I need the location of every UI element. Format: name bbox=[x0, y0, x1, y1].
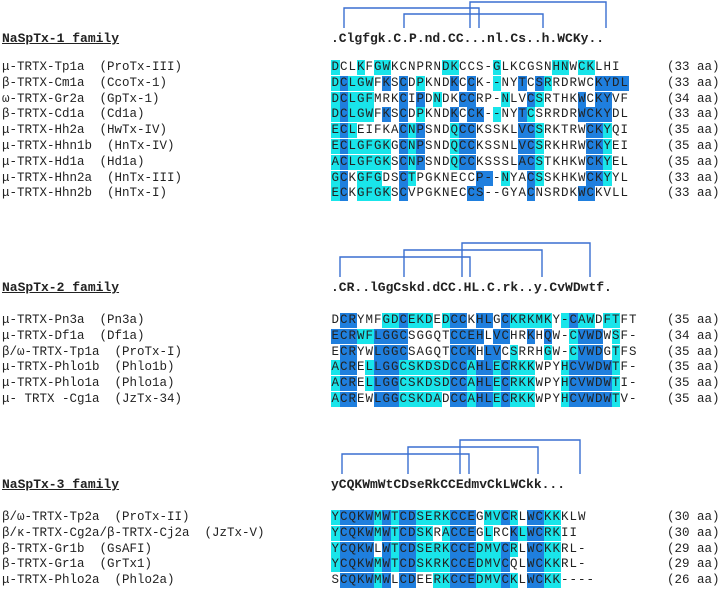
toxin-name: μ-TRTX-Phlo2a (Phlo2a) bbox=[2, 573, 175, 588]
sequence-length: (33 aa) bbox=[667, 107, 720, 122]
aligned-sequence: DCLGWFKSCDPKNDKCCK--NYTCSRRDRWCKYDL bbox=[331, 107, 628, 123]
sequence-length: (34 aa) bbox=[667, 91, 720, 106]
aligned-sequence: ACLGFGKSCNPSNDQCCKSSSLACSTKHKWCKYEL bbox=[331, 154, 628, 170]
toxin-name: μ-TRTX-Hhn2a (HnTx-III) bbox=[2, 170, 183, 185]
aligned-sequence: YCQKWMWTCDSERKCCEGMVCRLWCKKKLW bbox=[331, 510, 586, 525]
aligned-sequence: ECRWFLGGCSGGQTCCEHLVCHRKHQW-CVWDWSF- bbox=[331, 328, 637, 344]
aligned-sequence: ACRELLGGCSKDSDCCAHLECRKKWPYHCVWDWTF- bbox=[331, 360, 637, 376]
toxin-name: β-TRTX-Cm1a (CcoTx-1) bbox=[2, 75, 168, 90]
sequence-length: (33 aa) bbox=[667, 186, 720, 201]
sequence-length: (35 aa) bbox=[667, 154, 720, 169]
toxin-name: β/κ-TRTX-Cg2a/β-TRTX-Cj2a (JzTx-V) bbox=[2, 525, 265, 540]
family-title: NaSpTx-2 family bbox=[2, 280, 120, 295]
sequence-length: (29 aa) bbox=[667, 541, 720, 556]
toxin-name: μ-TRTX-Hhn2b (HnTx-I) bbox=[2, 186, 168, 201]
aligned-sequence: YCQKWMWTCDSKRKCCEDMVCQLWCKKRL- bbox=[331, 557, 586, 573]
aligned-sequence: ACREWLGGCSKDADCCAHLECRKKWPYHCVWDWTV- bbox=[331, 392, 637, 407]
sequence-length: (35 aa) bbox=[667, 376, 720, 391]
toxin-name: μ-TRTX-Hhn1b (HnTx-IV) bbox=[2, 139, 175, 153]
sequence-length: (33 aa) bbox=[667, 60, 720, 74]
sequence-length: (35 aa) bbox=[667, 123, 720, 138]
sequence-length: (30 aa) bbox=[667, 510, 720, 524]
aligned-sequence: DCLGWFKSCDPKNDKCCK--NYTCSRRDRWCKYDL bbox=[331, 75, 629, 91]
toxin-name: μ-TRTX-Pn3a (Pn3a) bbox=[2, 313, 145, 327]
sequence-length: (35 aa) bbox=[667, 139, 720, 153]
aligned-sequence: ECRYWLGGCSAGQTCCKHLVCSRRHGW-CVWDGTFS bbox=[331, 344, 637, 360]
aligned-sequence: DCRYMFGDCEKDEDCCKHLGCKRKMKY-CAWDFTFT bbox=[331, 313, 637, 328]
aligned-sequence: ACRELLGGCSKDSDCCAHLECRKKWPYHCVWDWTI- bbox=[331, 376, 637, 392]
toxin-name: μ-TRTX-Df1a (Df1a) bbox=[2, 328, 145, 343]
consensus-sequence: .CR..lGgCskd.dCC.HL.C.rk..y.CvWDwtf. bbox=[331, 280, 612, 295]
toxin-name: μ-TRTX-Hh2a (HwTx-IV) bbox=[2, 123, 168, 138]
toxin-name: β-TRTX-Gr1a (GrTx1) bbox=[2, 557, 153, 572]
sequence-length: (34 aa) bbox=[667, 328, 720, 343]
aligned-sequence: YCQKWMWTCDSKRACCEGLRCKLWCRKII bbox=[331, 525, 577, 541]
aligned-sequence: SCQKWMWLCDEERKCCEDMVCKLWCKK---- bbox=[331, 573, 594, 589]
sequence-length: (35 aa) bbox=[667, 392, 720, 406]
sequence-length: (26 aa) bbox=[667, 573, 720, 588]
toxin-name: μ-TRTX-Tp1a (ProTx-III) bbox=[2, 60, 183, 74]
family-title: NaSpTx-3 family bbox=[2, 477, 120, 492]
sequence-length: (33 aa) bbox=[667, 75, 720, 90]
sequence-length: (35 aa) bbox=[667, 313, 720, 327]
toxin-name: β-TRTX-Cd1a (Cd1a) bbox=[2, 107, 145, 122]
sequence-length: (35 aa) bbox=[667, 344, 720, 359]
toxin-name: β/ω-TRTX-Tp2a (ProTx-II) bbox=[2, 510, 190, 524]
toxin-name: β-TRTX-Gr1b (GsAFI) bbox=[2, 541, 153, 556]
consensus-sequence: .Clgfgk.C.P.nd.CC...nl.Cs..h.WCKy.. bbox=[331, 31, 605, 46]
aligned-sequence: ECLEIFKACNPSNDQCCKSSKLVCSRKTRWCKYQI bbox=[331, 123, 628, 139]
consensus-sequence: yCQKWmWtCDseRkCCEdmvCkLWCkk... bbox=[331, 477, 566, 492]
toxin-name: ω-TRTX-Gr2a (GpTx-1) bbox=[2, 91, 160, 106]
toxin-name: μ-TRTX-Phlo1b (Phlo1b) bbox=[2, 360, 175, 375]
aligned-sequence: ECKGFGKSCVPGKNECCS--GYACNSRDKWCKVLL bbox=[331, 186, 628, 202]
aligned-sequence: DCLGFMRKCIPDNDKCCRP-NLVCSRTHKWCKYVF bbox=[331, 91, 628, 107]
toxin-name: μ- TRTX -Cg1a (JzTx-34) bbox=[2, 392, 183, 406]
aligned-sequence: YCQKWLWTCDSERKCCEDMVCRLWCKKRL- bbox=[331, 541, 586, 557]
toxin-name: μ-TRTX-Phlo1a (Phlo1a) bbox=[2, 376, 175, 391]
aligned-sequence: ECLGFGKGCNPSNDQCCKSSNLVCSRKHRWCKYEI bbox=[331, 139, 628, 154]
sequence-length: (29 aa) bbox=[667, 557, 720, 572]
sequence-length: (30 aa) bbox=[667, 525, 720, 540]
family-title: NaSpTx-1 family bbox=[2, 31, 120, 46]
aligned-sequence: GCKGFGDSCTPGKNECCP--NYACSSKHKWCKYYL bbox=[331, 170, 628, 186]
sequence-length: (33 aa) bbox=[667, 170, 720, 185]
toxin-name: β/ω-TRTX-Tp1a (ProTx-I) bbox=[2, 344, 183, 359]
toxin-name: μ-TRTX-Hd1a (Hd1a) bbox=[2, 154, 145, 169]
sequence-length: (35 aa) bbox=[667, 360, 720, 375]
aligned-sequence: DCLKFGWKCNPRNDKCCS-GLKCGSNHNWCKLHI bbox=[331, 60, 620, 75]
